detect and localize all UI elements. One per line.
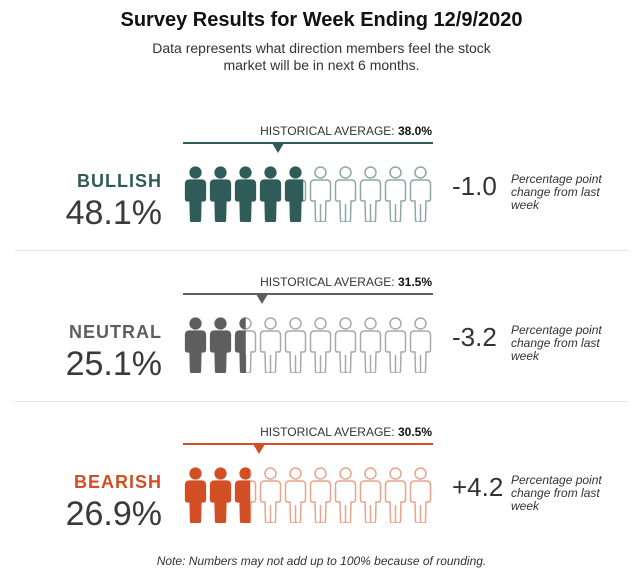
person-icon-filled-head — [189, 317, 202, 330]
historical-average-marker — [253, 444, 266, 454]
category-value-bearish: 26.9% — [65, 495, 162, 533]
historical-average-value: 31.5% — [397, 275, 432, 289]
change-value-neutral: -3.2 — [452, 322, 497, 352]
person-icon-filled-head — [239, 317, 246, 330]
person-icon — [384, 317, 407, 373]
historical-average-text: HISTORICAL AVERAGE: — [260, 425, 395, 439]
section-divider — [15, 401, 628, 402]
person-icon-filled-body — [210, 330, 231, 373]
change-note: Percentage point change from last week — [511, 323, 602, 363]
chart-title: Survey Results for Week Ending 12/9/2020 — [120, 9, 523, 31]
category-label-neutral: NEUTRAL — [69, 322, 162, 342]
category-label-bearish: BEARISH — [73, 472, 162, 492]
category-label-bullish: BULLISH — [77, 171, 162, 191]
category-value-bullish: 48.1% — [65, 194, 162, 232]
change-value-bearish: +4.2 — [452, 472, 504, 502]
person-icon — [384, 467, 407, 523]
historical-average-label: HISTORICAL AVERAGE: 31.5% — [260, 275, 432, 289]
person-icon — [334, 166, 357, 222]
historical-average-label: HISTORICAL AVERAGE: 30.5% — [260, 425, 432, 439]
person-icon — [359, 317, 382, 373]
filled-portion — [185, 317, 246, 373]
person-icon-filled-head — [239, 166, 252, 179]
change-value-bullish: -1.0 — [452, 171, 497, 201]
chart-subtitle: Data represents what direction members f… — [152, 40, 491, 73]
person-icon-filled-head — [189, 166, 202, 179]
person-icon-filled-body — [185, 480, 206, 523]
historical-average-line — [183, 293, 433, 295]
change-note: Percentage point change from last week — [511, 473, 602, 513]
section-bearish: HISTORICAL AVERAGE: 30.5% BEARISH 26.9% +4.… — [0, 425, 643, 575]
people-pictograph-bullish — [184, 166, 432, 222]
person-icon-filled-head — [214, 317, 227, 330]
person-icon — [309, 166, 332, 222]
historical-average-value: 30.5% — [397, 425, 432, 439]
section-divider — [15, 250, 628, 251]
person-icon — [409, 467, 432, 523]
person-icon — [284, 467, 307, 523]
historical-average-label: HISTORICAL AVERAGE: 38.0% — [260, 124, 432, 138]
person-icon-filled-head — [214, 166, 227, 179]
person-icon-filled-body — [185, 179, 206, 222]
person-icon — [334, 317, 357, 373]
person-icon-filled-body — [210, 179, 231, 222]
historical-average-marker — [255, 294, 268, 304]
person-icon — [309, 467, 332, 523]
person-icon — [334, 467, 357, 523]
person-icon-filled-head — [189, 467, 202, 480]
person-icon-filled-body — [210, 480, 231, 523]
person-icon-filled-body — [285, 179, 304, 222]
filled-portion — [185, 166, 304, 222]
person-icon-filled-body — [185, 330, 206, 373]
person-icon-filled-body — [235, 179, 256, 222]
person-icon — [359, 467, 382, 523]
change-note: Percentage point change from last week — [511, 172, 602, 212]
person-icon-filled-body — [235, 330, 246, 373]
person-icon — [359, 166, 382, 222]
category-value-neutral: 25.1% — [65, 345, 162, 383]
person-icon-filled-body — [235, 480, 251, 523]
section-bullish: HISTORICAL AVERAGE: 38.0% BULLISH 48.1% -1.… — [0, 124, 643, 274]
historical-average-text: HISTORICAL AVERAGE: — [260, 275, 395, 289]
historical-average-text: HISTORICAL AVERAGE: — [260, 124, 395, 138]
person-icon — [259, 467, 282, 523]
historical-average-marker — [272, 143, 284, 153]
person-icon — [409, 317, 432, 373]
person-icon-filled-head — [239, 467, 251, 480]
person-icon — [259, 317, 282, 373]
historical-average-line — [183, 142, 433, 144]
person-icon-filled-head — [289, 166, 302, 179]
section-neutral: HISTORICAL AVERAGE: 31.5% NEUTRAL 25.1% -3.… — [0, 275, 643, 425]
person-icon-filled-body — [260, 179, 281, 222]
people-pictograph-bearish — [184, 467, 432, 523]
person-icon — [284, 317, 307, 373]
historical-average-line — [183, 443, 433, 445]
person-icon-filled-head — [214, 467, 227, 480]
historical-average-value: 38.0% — [397, 124, 432, 138]
filled-portion — [185, 467, 251, 523]
person-icon — [309, 317, 332, 373]
people-pictograph-neutral — [184, 317, 432, 373]
person-icon — [384, 166, 407, 222]
person-icon — [409, 166, 432, 222]
person-icon-filled-head — [264, 166, 277, 179]
rounding-note: Note: Numbers may not add up to 100% bec… — [156, 554, 487, 568]
